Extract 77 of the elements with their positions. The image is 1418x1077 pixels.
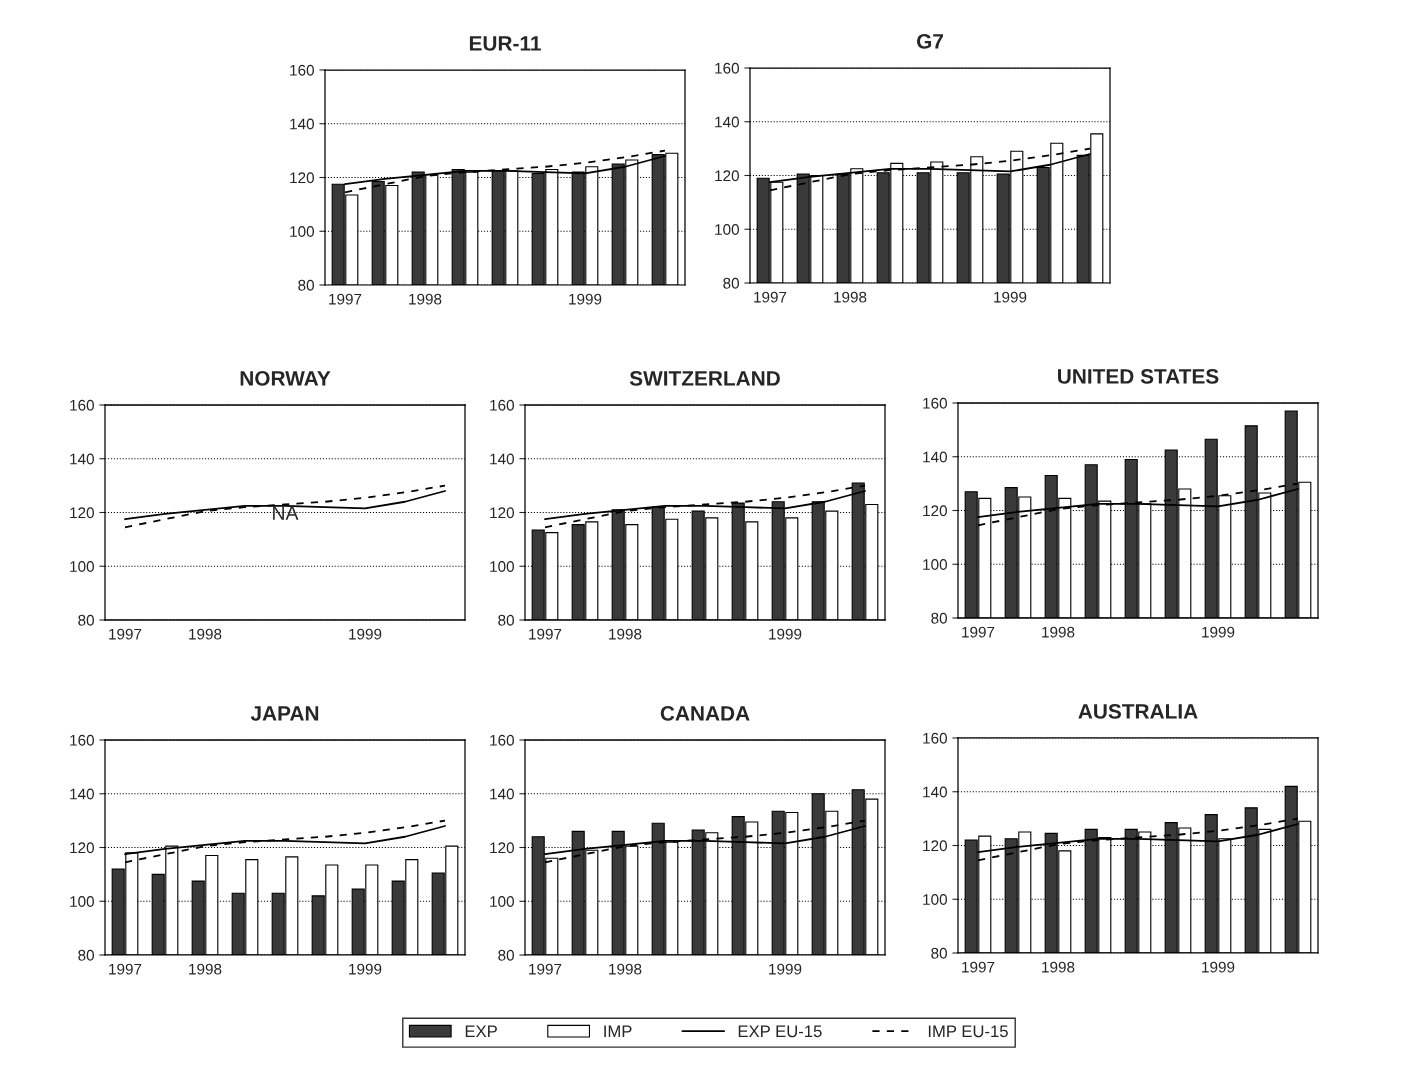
chart-title: UNITED STATES	[1058, 369, 1219, 384]
y-tick-label: 80	[298, 279, 314, 291]
x-tick-label: 1998	[189, 963, 222, 975]
y-tick-label: 160	[490, 399, 514, 411]
x-tick-label: 1998	[409, 293, 442, 305]
x-tick-label: 1997	[962, 626, 995, 638]
y-tick-label: 100	[70, 896, 94, 907]
chart-title: CANADA	[660, 706, 750, 721]
y-tick-label: 160	[290, 64, 314, 76]
legend-label: IMP	[604, 1025, 632, 1037]
y-tick-label: 140	[715, 116, 739, 128]
y-tick-label: 140	[70, 453, 94, 465]
y-tick-label: 120	[923, 505, 947, 517]
y-tick-label: 140	[490, 788, 514, 800]
y-tick-label: 120	[70, 842, 94, 854]
y-tick-label: 100	[490, 896, 514, 907]
x-tick-label: 1998	[834, 291, 867, 303]
y-tick-label: 100	[290, 226, 314, 237]
chart-title: EUR-11	[469, 36, 541, 51]
y-tick-label: 120	[490, 507, 514, 519]
x-tick-label: 1999	[994, 291, 1027, 303]
legend-label: IMP EU-15	[928, 1025, 1008, 1038]
x-tick-label: 1999	[1202, 626, 1235, 638]
legend-label: EXP	[465, 1025, 497, 1037]
y-tick-label: 160	[923, 732, 947, 744]
chart-title: G7	[916, 34, 943, 49]
y-tick-label: 140	[70, 788, 94, 800]
y-tick-label: 100	[490, 561, 514, 572]
x-tick-label: 1997	[329, 293, 362, 305]
x-tick-label: 1997	[962, 961, 995, 973]
x-tick-label: 1999	[769, 628, 802, 640]
y-tick-label: 140	[290, 118, 314, 130]
y-tick-label: 120	[70, 507, 94, 519]
y-tick-label: 140	[490, 453, 514, 465]
y-tick-label: 100	[923, 894, 947, 905]
x-tick-label: 1998	[609, 628, 642, 640]
y-tick-label: 120	[715, 170, 739, 182]
y-tick-label: 140	[923, 451, 947, 463]
x-tick-label: 1998	[609, 963, 642, 975]
y-tick-label: 160	[923, 397, 947, 409]
x-tick-label: 1999	[349, 628, 382, 640]
y-tick-label: 120	[923, 840, 947, 852]
x-tick-label: 1999	[349, 963, 382, 975]
y-tick-label: 140	[923, 786, 947, 798]
x-tick-label: 1997	[109, 963, 142, 975]
y-tick-label: 80	[498, 949, 514, 961]
annotation: NA	[273, 506, 299, 520]
y-tick-label: 100	[70, 561, 94, 572]
y-tick-label: 80	[931, 947, 947, 959]
y-tick-label: 100	[923, 559, 947, 570]
x-tick-label: 1998	[1042, 961, 1075, 973]
x-tick-label: 1997	[529, 628, 562, 640]
y-tick-label: 80	[78, 949, 94, 961]
x-tick-label: 1999	[769, 963, 802, 975]
x-tick-label: 1998	[1042, 626, 1075, 638]
x-tick-label: 1999	[569, 293, 602, 305]
chart-title: AUSTRALIA	[1078, 704, 1198, 719]
chart-title: JAPAN	[250, 706, 319, 721]
y-tick-label: 80	[723, 277, 739, 289]
y-tick-label: 120	[490, 842, 514, 854]
y-tick-label: 80	[498, 614, 514, 626]
chart-title: SWITZERLAND	[629, 371, 780, 386]
y-tick-label: 80	[78, 614, 94, 626]
y-tick-label: 160	[70, 734, 94, 746]
x-tick-label: 1998	[189, 628, 222, 640]
x-tick-label: 1999	[1202, 961, 1235, 973]
legend-label: EXP EU-15	[738, 1025, 822, 1038]
y-tick-label: 160	[715, 62, 739, 74]
y-tick-label: 100	[715, 224, 739, 235]
x-tick-label: 1997	[754, 291, 787, 303]
x-tick-label: 1997	[109, 628, 142, 640]
y-tick-label: 160	[70, 399, 94, 411]
y-tick-label: 160	[490, 734, 514, 746]
chart-title: NORWAY	[240, 371, 331, 386]
y-tick-label: 80	[931, 612, 947, 624]
x-tick-label: 1997	[529, 963, 562, 975]
y-tick-label: 120	[290, 172, 314, 184]
